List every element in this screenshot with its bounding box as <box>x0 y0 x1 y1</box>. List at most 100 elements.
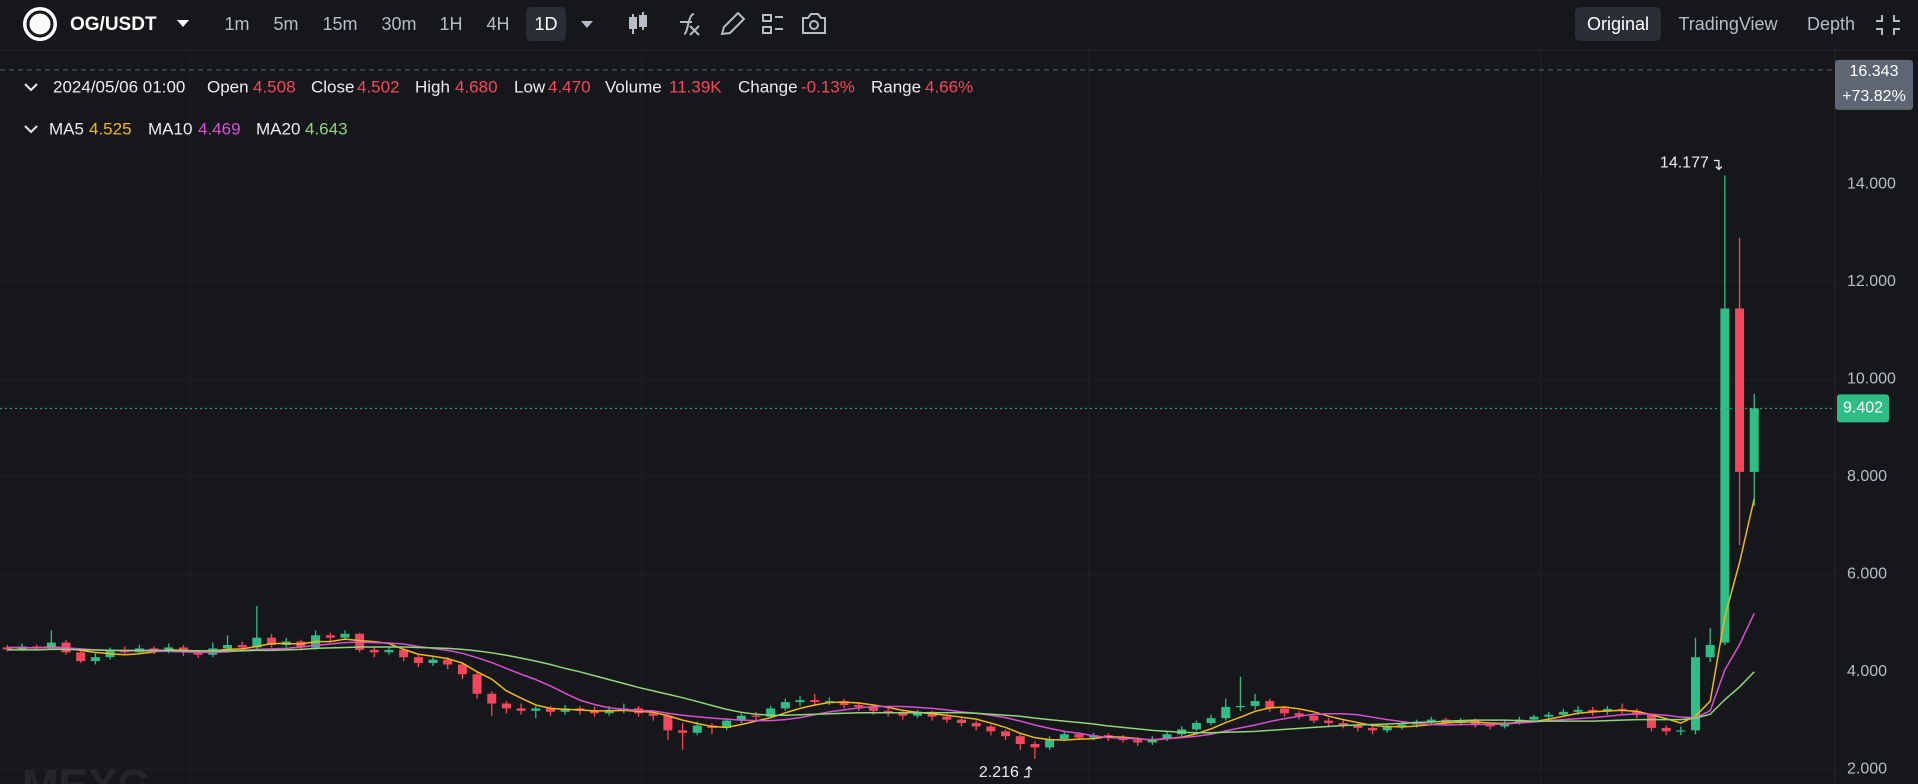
interval-button[interactable]: 4H <box>486 14 509 34</box>
candle-body <box>399 649 409 658</box>
candle-body <box>912 711 922 716</box>
readout-value: 4.680 <box>455 77 498 96</box>
readout-value: 4.502 <box>357 77 400 96</box>
candle-body <box>1162 734 1172 740</box>
min-label: 2.216 <box>979 764 1019 781</box>
view-active-bg <box>1575 7 1661 41</box>
candle-body <box>971 723 981 727</box>
readout-label: Change <box>738 77 798 96</box>
candle-body <box>1015 736 1025 745</box>
candle-body <box>1265 701 1275 709</box>
max-label: 14.177 <box>1660 155 1709 172</box>
ma-legend-value: 4.525 <box>89 119 132 138</box>
candle-body <box>1206 718 1216 724</box>
candle-body <box>839 701 849 705</box>
max-arrow <box>1713 159 1723 171</box>
candle-body <box>1573 709 1583 712</box>
y-tick-label: 14.000 <box>1847 175 1896 192</box>
ma-legend-value: 4.469 <box>198 119 241 138</box>
readout-label: Close <box>311 77 354 96</box>
candle-body <box>1235 705 1245 708</box>
candle-body <box>1558 711 1568 715</box>
candle-body <box>751 715 761 717</box>
candle-body <box>1030 744 1040 748</box>
readout-time: 2024/05/06 01:00 <box>53 77 185 96</box>
interval-button[interactable]: 1m <box>224 14 249 34</box>
candle-body <box>678 730 688 733</box>
candle-body <box>340 633 350 638</box>
candle-body <box>193 652 203 655</box>
candle-body <box>957 719 966 724</box>
candle-body <box>663 715 673 731</box>
candle-body <box>780 702 790 709</box>
candle-body <box>1661 727 1671 732</box>
readout-label: Low <box>514 77 546 96</box>
ma-legend-value: 4.643 <box>305 119 348 138</box>
interval-button[interactable]: 30m <box>381 14 416 34</box>
view-button[interactable]: Original <box>1587 14 1649 34</box>
candle-body <box>545 708 555 712</box>
logo <box>23 7 57 41</box>
candle-body <box>1045 739 1055 748</box>
tool-icons[interactable] <box>629 11 826 36</box>
candle-body <box>76 652 86 662</box>
min-arrow <box>1023 765 1033 778</box>
interval-button[interactable]: 1D <box>534 14 557 34</box>
crosshair-change: +73.82% <box>1842 88 1906 105</box>
last-price-label: 9.402 <box>1843 400 1883 417</box>
candle-body <box>1221 706 1231 719</box>
candle-body <box>1001 731 1011 737</box>
candle-body <box>472 674 482 694</box>
readout-value: 4.470 <box>548 77 591 96</box>
y-tick-label: 4.000 <box>1847 663 1887 680</box>
candle-body <box>1646 714 1656 728</box>
candle-body <box>986 726 996 732</box>
candle-body <box>90 657 100 662</box>
readout-label: Open <box>207 77 249 96</box>
interval-button[interactable]: 1H <box>439 14 462 34</box>
candle-body <box>1324 720 1333 724</box>
candle-body <box>501 703 511 709</box>
interval-button[interactable]: 5m <box>273 14 298 34</box>
symbol-dropdown[interactable] <box>177 20 189 27</box>
view-button[interactable]: Depth <box>1807 14 1855 34</box>
y-tick-label: 2.000 <box>1847 761 1887 778</box>
readout-label: Range <box>871 77 921 96</box>
candle-body <box>1426 719 1436 722</box>
interval-button[interactable]: 15m <box>322 14 357 34</box>
readout-label: High <box>415 77 450 96</box>
readout-value: 4.508 <box>253 77 296 96</box>
y-tick-label: 10.000 <box>1847 370 1896 387</box>
candle-body <box>824 701 834 703</box>
candle-body <box>325 635 335 638</box>
candle-body <box>1382 726 1392 731</box>
ma-legend-label: MA5 <box>49 119 84 138</box>
candle-body <box>252 637 262 648</box>
last-price-box <box>1837 394 1889 423</box>
candle-body <box>722 720 732 728</box>
candle-body <box>2 647 12 650</box>
candle-body <box>736 715 746 721</box>
candle-body <box>766 708 776 717</box>
candle-body <box>1485 724 1495 727</box>
v-grid <box>189 50 1542 784</box>
candle-body <box>868 706 878 711</box>
candle-body <box>795 700 805 703</box>
ma-toggle[interactable] <box>24 125 38 134</box>
symbol[interactable]: OG/USDT <box>70 14 157 35</box>
y-tick-label: 6.000 <box>1847 566 1887 583</box>
readout-toggle[interactable] <box>24 83 38 92</box>
view-button[interactable]: TradingView <box>1678 14 1778 34</box>
candle-body <box>590 710 599 714</box>
candle-body <box>1309 715 1319 721</box>
candle-body <box>1632 710 1642 715</box>
fullscreen-icon[interactable] <box>1876 15 1900 35</box>
candle-body <box>531 708 541 711</box>
candle-body <box>1074 734 1084 738</box>
readout-value: 11.39K <box>669 77 722 96</box>
interval-active-bg <box>526 7 566 41</box>
candle-body <box>1705 645 1715 658</box>
interval-dropdown[interactable] <box>581 21 593 28</box>
